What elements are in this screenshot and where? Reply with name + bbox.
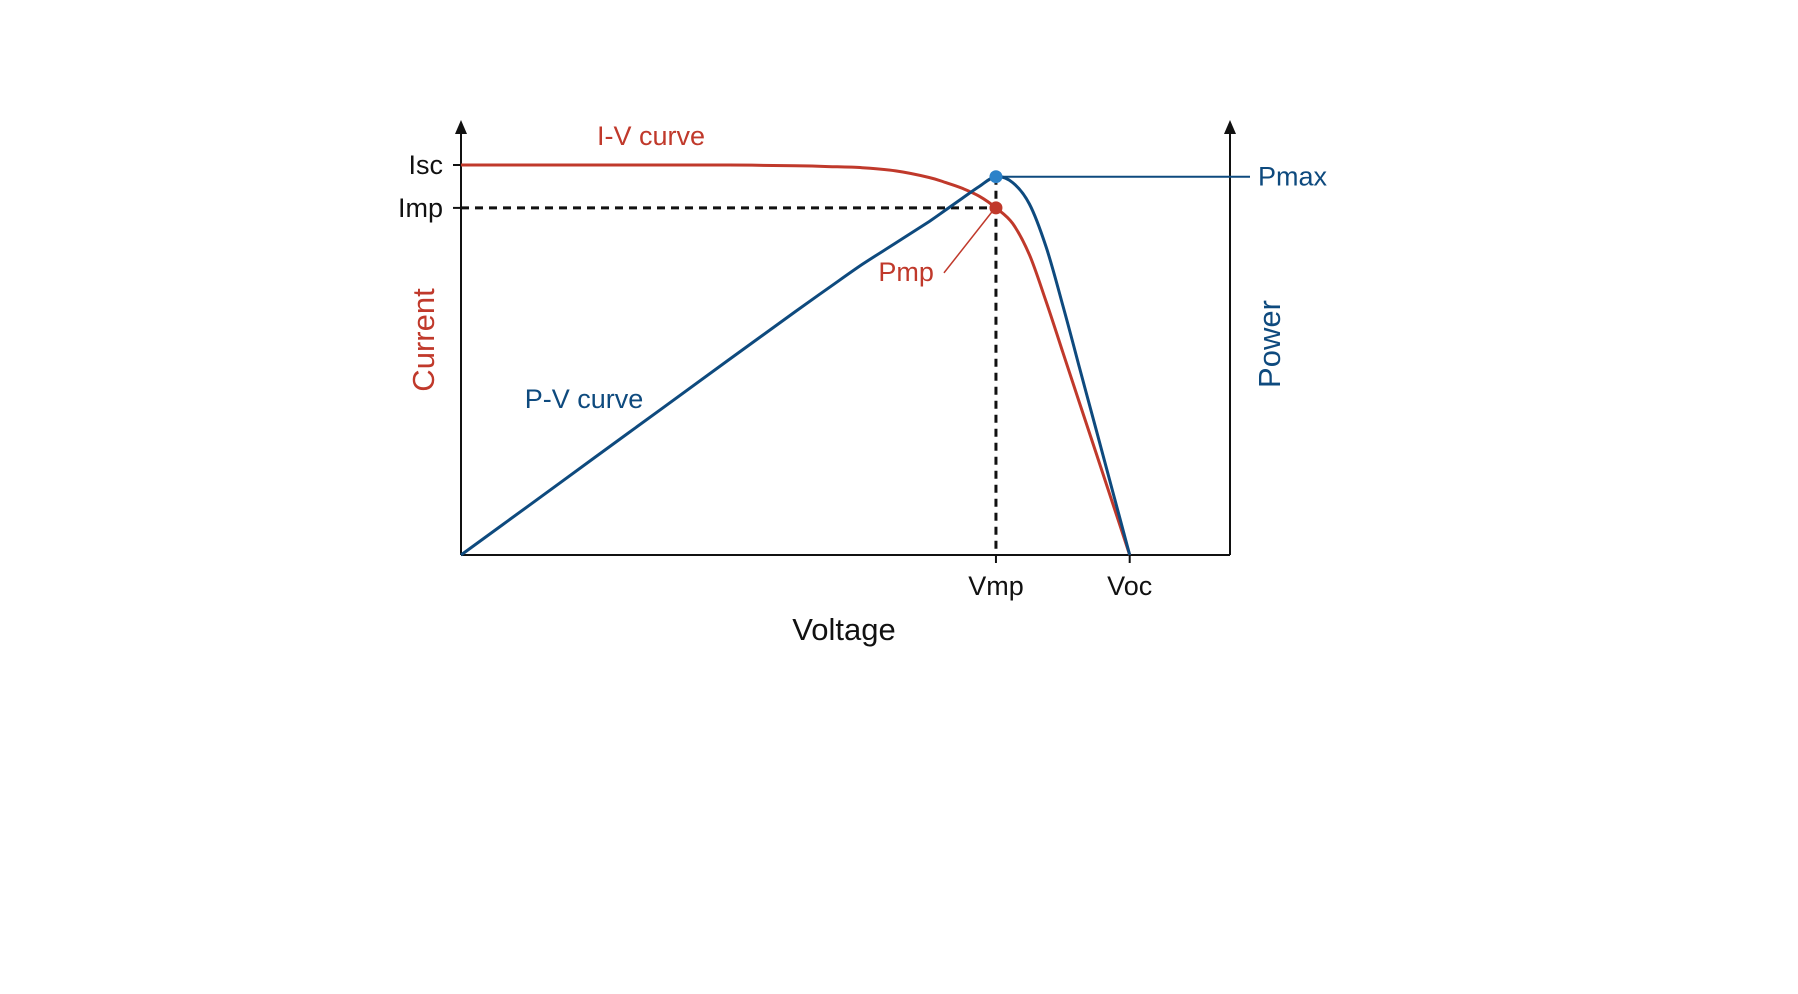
y-tick-label-imp: Imp (398, 193, 443, 223)
series-label-iv: I-V curve (597, 121, 705, 151)
pmp-label: Pmp (878, 257, 934, 287)
pmp-leader-line (943, 211, 993, 274)
guides-layer (461, 176, 998, 555)
y-axis-left-arrow (455, 120, 467, 134)
x-tick-label-vmp: Vmp (968, 571, 1024, 601)
x-tick-label-voc: Voc (1107, 571, 1152, 601)
y-axis-title-left: Current (406, 288, 441, 392)
pmp-marker (989, 201, 1003, 215)
pmax-marker (989, 170, 1003, 184)
marks-layer: Pmax Pmp (878, 162, 1327, 287)
y-axis-title-right: Power (1252, 300, 1287, 388)
x-axis-title: Voltage (792, 612, 895, 647)
y-tick-label-isc: Isc (408, 150, 443, 180)
series-layer (460, 163, 1132, 557)
pmax-label: Pmax (1258, 162, 1328, 192)
axes-layer: Vmp Voc Isc Imp (398, 120, 1236, 601)
series-label-pv: P-V curve (525, 384, 644, 414)
series-1-line (460, 175, 1132, 557)
y-axis-right-arrow (1224, 120, 1236, 134)
series-0-line (461, 163, 1132, 556)
